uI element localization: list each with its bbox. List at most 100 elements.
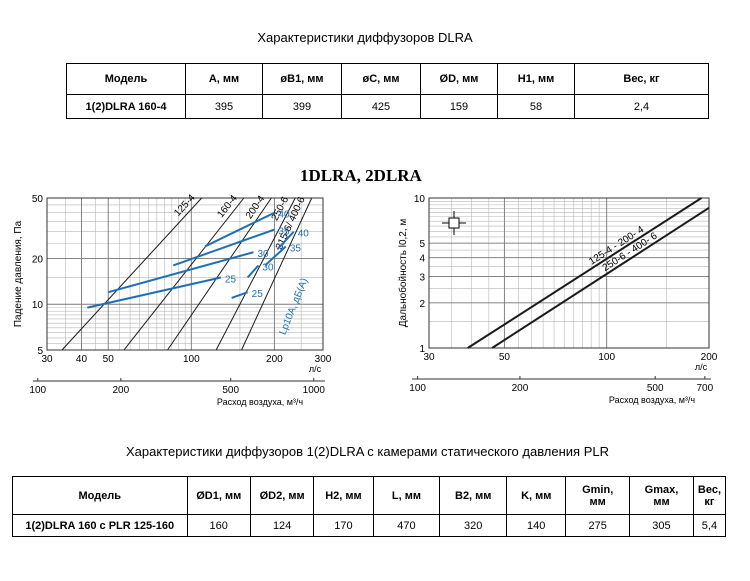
table-header-cell: øB1, мм xyxy=(262,63,342,95)
x-tick-label: 200 xyxy=(701,352,718,363)
plr-spec-table: Модель ØD1, мм ØD2, мм H2, мм L, мм B2, … xyxy=(12,476,727,537)
x-tick-label: 50 xyxy=(103,354,115,365)
table-row: 1(2)DLRA 160 с PLR 125-160 160 124 170 4… xyxy=(12,514,727,537)
y-tick-label: 2 xyxy=(419,299,425,310)
series-line xyxy=(61,197,203,351)
table-header-cell: Gmax, мм xyxy=(629,476,694,515)
table-header-row: Модель A, мм øB1, мм øC, мм ØD, мм H1, м… xyxy=(66,63,709,95)
secondary-tick-label: 1000 xyxy=(303,385,326,396)
noise-label: 35 xyxy=(278,227,290,238)
series-line xyxy=(467,197,702,349)
noise-label: 40 xyxy=(298,229,310,240)
table-cell: 305 xyxy=(629,514,694,537)
noise-line xyxy=(246,264,260,279)
four-way-airflow-icon xyxy=(442,211,466,235)
secondary-tick-label: 500 xyxy=(647,383,664,394)
table-cell: 5,4 xyxy=(692,514,727,537)
table-header-cell: A, мм xyxy=(185,63,263,95)
table2-title: Характеристики диффузоров 1(2)DLRA с кам… xyxy=(125,444,609,459)
plot-frame xyxy=(428,197,710,349)
x-tick-label: 30 xyxy=(41,354,53,365)
series-line xyxy=(123,197,245,351)
noise-label: 25 xyxy=(252,289,264,300)
series-line xyxy=(215,197,296,351)
table-cell: 425 xyxy=(341,94,421,119)
table-cell: 399 xyxy=(262,94,342,119)
noise-line xyxy=(107,251,254,294)
table-header-cell: Модель xyxy=(66,63,186,95)
table-header-cell: H1, мм xyxy=(497,63,575,95)
table-header-cell: H2, мм xyxy=(313,476,374,515)
table-header-cell: ØD1, мм xyxy=(186,476,251,515)
table-cell: 1(2)DLRA 160-4 xyxy=(66,94,186,119)
noise-line xyxy=(172,228,275,267)
table-cell: 395 xyxy=(185,94,263,119)
table-cell: 320 xyxy=(439,514,508,537)
y-tick-label: 10 xyxy=(414,194,426,205)
table-header-cell: B2, мм xyxy=(439,476,508,515)
x-tick-label: 100 xyxy=(183,354,200,365)
y-tick-label: 10 xyxy=(32,300,44,311)
table-header-cell: ØD, мм xyxy=(420,63,498,95)
y-tick-label: 20 xyxy=(32,254,44,265)
secondary-axis-title: Расход воздуха, м³/ч xyxy=(609,395,696,405)
y-tick-label: 1 xyxy=(419,344,425,355)
chart-heading: 1DLRA, 2DLRA xyxy=(300,166,422,185)
secondary-tick-label: 200 xyxy=(113,385,130,396)
table-header-cell: Вес, кг xyxy=(574,63,709,95)
table-cell: 159 xyxy=(420,94,498,119)
x-unit-label: л/с xyxy=(309,364,322,374)
y-tick-label: 3 xyxy=(419,272,425,283)
table1-title: Характеристики диффузоров DLRA xyxy=(257,30,473,45)
table-header-cell: K, мм xyxy=(506,476,567,515)
table-header-cell: Модель xyxy=(12,476,188,515)
noise-label: 30 xyxy=(257,249,269,260)
noise-label: 40 xyxy=(278,210,290,221)
x-tick-label: 50 xyxy=(499,352,511,363)
noise-line xyxy=(231,291,248,299)
table-cell: 140 xyxy=(506,514,567,537)
secondary-tick-label: 500 xyxy=(222,385,239,396)
icon-square xyxy=(448,217,460,229)
table-header-cell: ØD2, мм xyxy=(249,476,315,515)
dlra-spec-table: Модель A, мм øB1, мм øC, мм ØD, мм H1, м… xyxy=(66,63,709,119)
y-tick-label: 5 xyxy=(37,346,43,357)
table-header-cell: Gmin, мм xyxy=(565,476,631,515)
noise-line xyxy=(87,276,222,309)
table-cell: 170 xyxy=(313,514,374,537)
noise-line xyxy=(264,245,287,267)
table-cell: 58 xyxy=(497,94,575,119)
x-tick-label: 100 xyxy=(598,352,615,363)
noise-line xyxy=(204,211,275,248)
plot-frame xyxy=(46,197,324,351)
y-axis-title: Падение давления, Па xyxy=(13,220,24,327)
table-row: 1(2)DLRA 160-4 395 399 425 159 58 2,4 xyxy=(66,94,709,119)
table-cell: 470 xyxy=(372,514,441,537)
x-tick-label: 200 xyxy=(266,354,283,365)
y-tick-label: 4 xyxy=(419,254,425,265)
table-cell: 124 xyxy=(249,514,315,537)
table-cell: 160 xyxy=(186,514,251,537)
secondary-axis-title: Расход воздуха, м³/ч xyxy=(217,397,304,407)
noise-line xyxy=(276,231,295,250)
table-cell: 1(2)DLRA 160 с PLR 125-160 xyxy=(12,514,188,537)
table-cell: 275 xyxy=(565,514,631,537)
secondary-tick-label: 700 xyxy=(696,383,713,394)
secondary-tick-label: 100 xyxy=(29,385,46,396)
table-header-cell: Вес, кг xyxy=(692,476,727,515)
secondary-tick-label: 200 xyxy=(512,383,529,394)
table-header-cell: L, мм xyxy=(372,476,441,515)
x-tick-label: 300 xyxy=(315,354,332,365)
table-header-cell: øC, мм xyxy=(341,63,421,95)
series-label: 160-4 xyxy=(215,193,240,220)
table-cell: 2,4 xyxy=(574,94,709,119)
y-tick-label: 5 xyxy=(419,239,425,250)
secondary-tick-label: 100 xyxy=(409,383,426,394)
noise-label: 30 xyxy=(262,262,274,273)
noise-label: 35 xyxy=(290,243,302,254)
noise-label: 25 xyxy=(225,274,237,285)
series-line xyxy=(491,206,710,349)
x-tick-label: 30 xyxy=(423,352,435,363)
